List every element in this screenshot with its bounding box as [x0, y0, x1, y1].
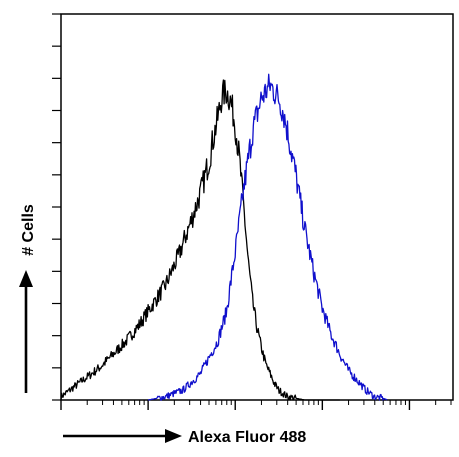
- series-line-1: [148, 73, 388, 401]
- axes: [52, 13, 454, 410]
- y-axis-label: # Cells: [20, 204, 37, 256]
- axis-labels: # Cells Alexa Fluor 488: [20, 204, 306, 446]
- x-axis-label: Alexa Fluor 488: [188, 429, 306, 446]
- axis-arrows: [19, 270, 182, 443]
- series-layer: [60, 73, 388, 401]
- series-line-0: [60, 79, 340, 401]
- x-arrow-head: [165, 429, 182, 443]
- plot-frame: [60, 13, 454, 401]
- y-arrow-head: [19, 270, 33, 287]
